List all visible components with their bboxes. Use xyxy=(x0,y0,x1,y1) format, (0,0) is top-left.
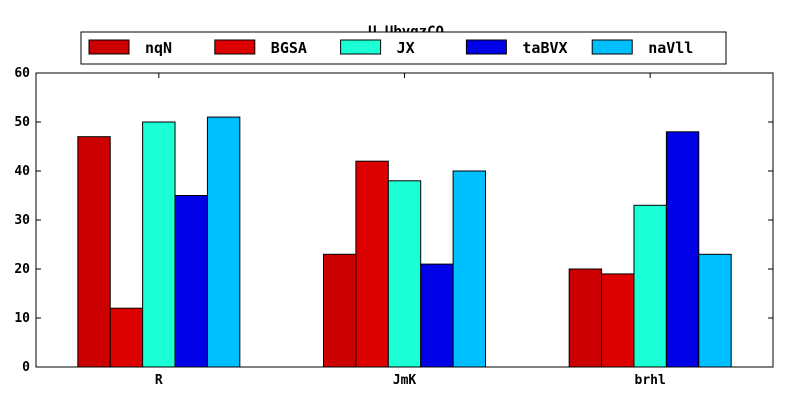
y-tick-label: 20 xyxy=(14,262,30,277)
bar-taBVX-JmK xyxy=(420,263,454,368)
bar-JX-R xyxy=(142,121,176,368)
legend-label: nqN xyxy=(145,39,172,57)
bar-BGSA-R xyxy=(109,307,144,368)
legend: nqN BGSA JX taBVX naVll xyxy=(80,31,727,65)
y-tick-label: 10 xyxy=(14,311,30,326)
axes: R JmK brhl 0 10 20 30 40 50 60 xyxy=(14,66,774,388)
y-tick-label: 40 xyxy=(14,164,30,179)
bar-naVll-R xyxy=(206,116,241,368)
legend-swatch xyxy=(591,39,633,55)
bar-nqN-JmK xyxy=(323,253,357,368)
y-tick-label: 60 xyxy=(14,66,30,81)
bar-JX-JmK xyxy=(387,180,422,368)
bar-naVll-brhl xyxy=(698,253,732,368)
bar-taBVX-brhl xyxy=(665,131,700,368)
legend-label: JX xyxy=(397,39,415,57)
bar-taBVX-R xyxy=(174,195,208,368)
x-tick-label: R xyxy=(155,373,163,388)
legend-swatch xyxy=(88,39,130,55)
bar-BGSA-brhl xyxy=(601,273,635,368)
bar-BGSA-JmK xyxy=(355,160,389,368)
legend-label: naVll xyxy=(648,39,693,57)
bar-JX-brhl xyxy=(633,204,667,368)
bars xyxy=(77,116,732,368)
legend-swatch xyxy=(340,39,382,55)
y-tick-label: 0 xyxy=(22,360,30,375)
bar-nqN-brhl xyxy=(568,268,603,368)
legend-swatch xyxy=(465,39,507,55)
legend-swatch xyxy=(214,39,256,55)
legend-label: BGSA xyxy=(271,39,307,57)
bar-nqN-R xyxy=(77,136,111,368)
x-tick-label: JmK xyxy=(393,373,417,388)
legend-label: taBVX xyxy=(522,39,567,57)
y-tick-label: 30 xyxy=(14,213,30,228)
bar-naVll-JmK xyxy=(452,170,487,368)
x-tick-label: brhl xyxy=(635,373,666,388)
y-tick-label: 50 xyxy=(14,115,30,130)
